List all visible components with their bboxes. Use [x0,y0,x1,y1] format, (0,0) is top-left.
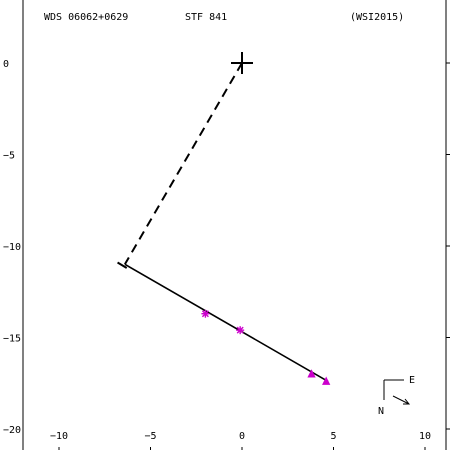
observation-point [201,309,210,318]
discoverer-label: STF 841 [185,12,227,23]
x-tick-label: 5 [330,431,336,442]
dashed-connector-line [124,62,243,265]
x-tick-label: 10 [419,431,431,442]
x-tick-label: 0 [239,431,245,442]
observation-point [307,369,316,378]
y-tick-label: 0 [3,59,9,70]
observation-point [322,376,331,385]
compass-east-label: E [409,375,415,386]
compass: E N [378,375,415,417]
orbit-end-tick [117,261,128,269]
y-axis-ticks: 0 −5 −10 −15 −20 [3,59,450,436]
observation-point [236,326,245,335]
wds-id-label: WDS 06062+0629 [44,12,128,23]
y-tick-label: −15 [3,334,21,345]
reference-label: (WSI2015) [350,12,404,23]
motion-arrow-head [403,398,411,405]
orbit-fit-line [124,263,329,383]
motion-arrow-shaft [392,395,410,405]
orbit-lines [117,52,329,383]
x-axis-ticks: −10 −5 0 5 10 [50,431,431,450]
x-tick-label: −10 [50,431,68,442]
y-tick-label: −20 [3,425,21,436]
x-tick-label: −5 [144,431,156,442]
y-tick-label: −5 [3,151,15,162]
y-tick-label: −10 [3,242,21,253]
compass-north-label: N [378,406,384,417]
observation-marks [201,309,331,385]
